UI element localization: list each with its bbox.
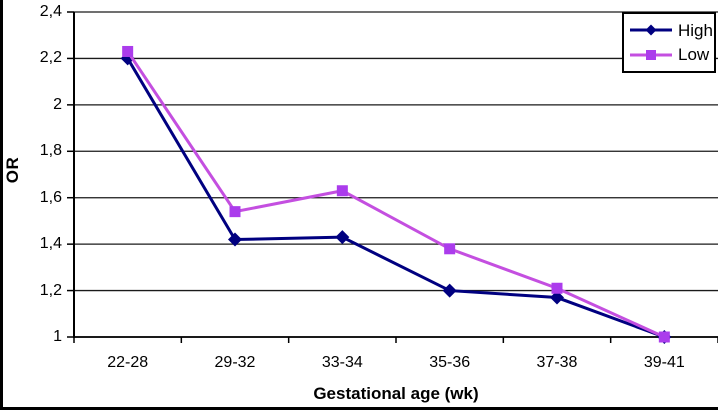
- x-axis-title: Gestational age (wk): [313, 384, 479, 403]
- y-tick-label: 2: [53, 95, 62, 113]
- low-line-square-swatch-icon: [630, 49, 672, 60]
- x-tick-label: 33-34: [321, 354, 363, 371]
- x-tick-label: 39-41: [643, 354, 685, 371]
- legend-item-high: High: [629, 22, 714, 39]
- y-tick-label: 2,4: [39, 3, 62, 20]
- y-tick-label: 1: [53, 328, 62, 345]
- legend-label-high: High: [678, 20, 713, 40]
- legend: High Low: [622, 12, 716, 73]
- y-tick-label: 1,6: [39, 188, 62, 206]
- y-tick-label: 1,2: [39, 281, 62, 299]
- high-line-diamond-swatch-icon: [630, 24, 672, 36]
- legend-label-low: Low: [678, 45, 710, 65]
- y-tick-label: 2,2: [39, 49, 62, 67]
- y-tick-label: 1,4: [39, 235, 62, 253]
- x-tick-label: 22-28: [107, 354, 149, 371]
- legend-item-low: Low: [629, 46, 714, 63]
- x-tick-label: 37-38: [536, 354, 578, 371]
- x-tick-label: 29-32: [214, 354, 256, 371]
- x-tick-label: 35-36: [429, 354, 471, 371]
- y-tick-label: 1,8: [39, 142, 62, 160]
